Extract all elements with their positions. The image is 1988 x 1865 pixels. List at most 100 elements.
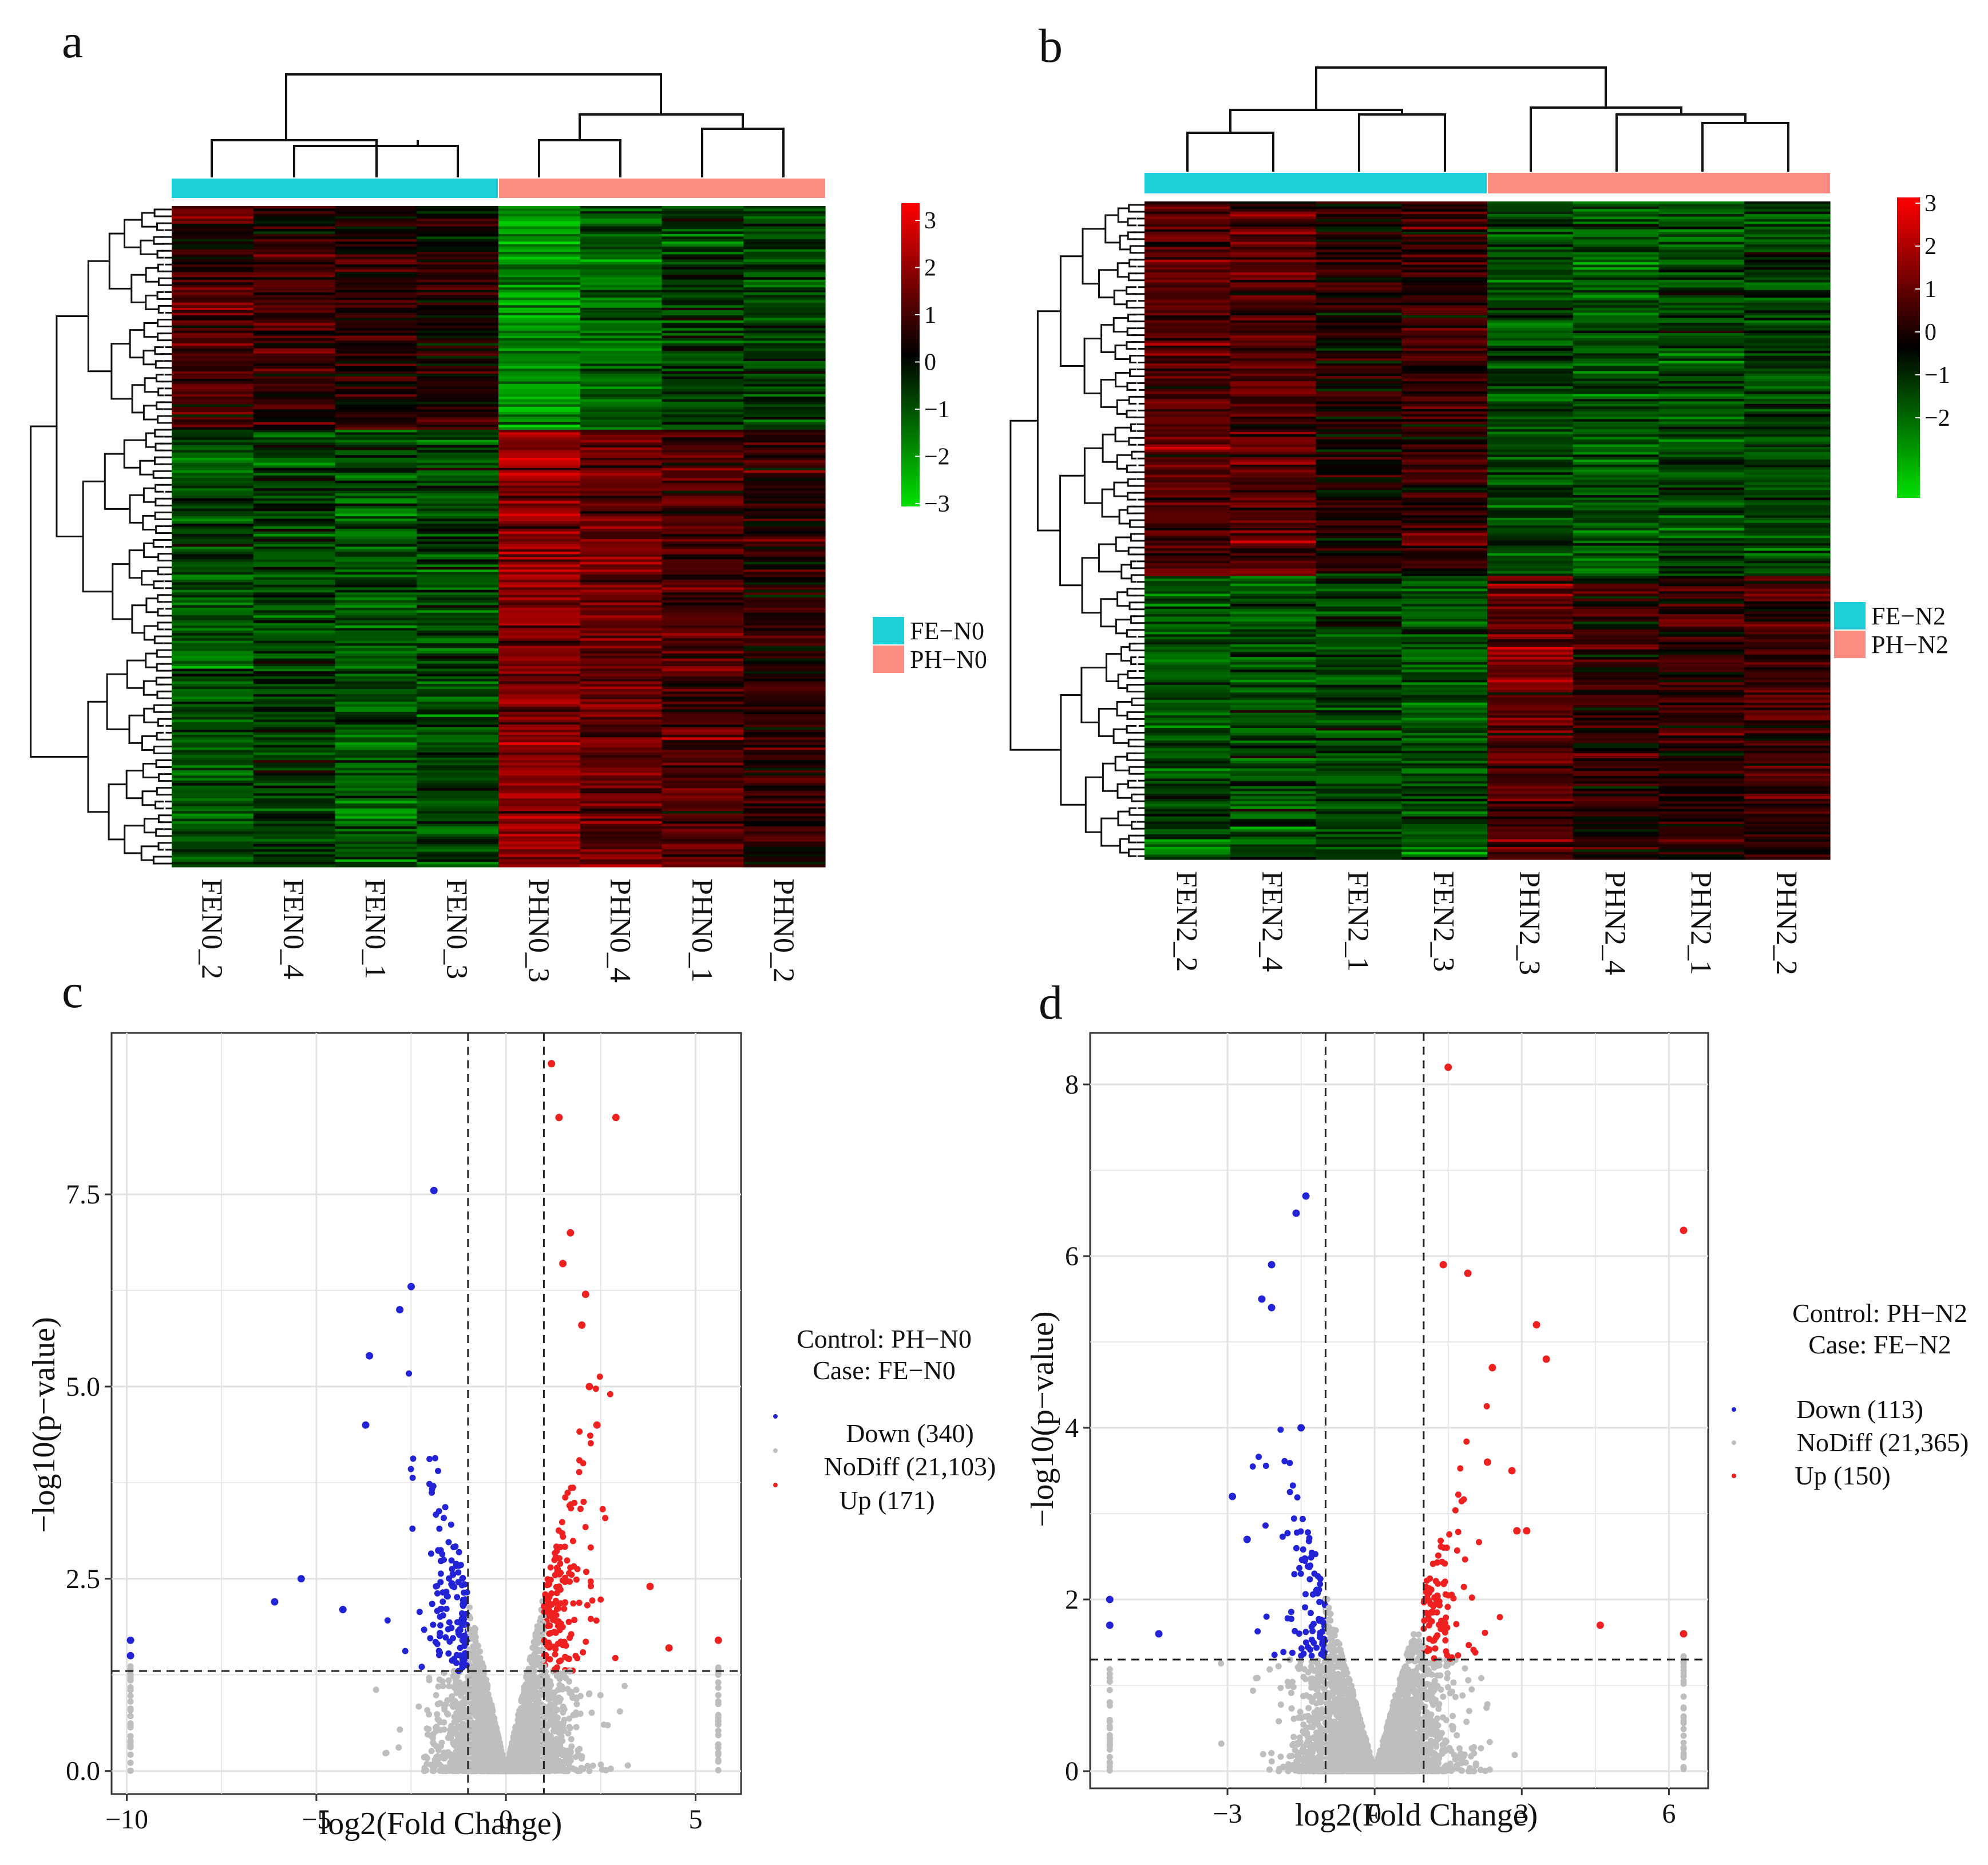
heatmap-cell [498, 821, 581, 825]
heatmap-cell [498, 315, 581, 319]
heatmap-cell [662, 610, 744, 613]
heatmap-cell [662, 356, 744, 359]
heatmap-cell [335, 358, 417, 362]
heatmap-cell [1573, 700, 1660, 703]
point-up [583, 1638, 589, 1645]
heatmap-cell [662, 806, 744, 809]
heatmap-cell [1744, 728, 1831, 731]
heatmap-cell [1230, 270, 1317, 273]
heatmap-cell [1573, 854, 1660, 858]
heatmap-cell [1145, 295, 1231, 298]
heatmap-cell [662, 569, 744, 573]
heatmap-cell [1744, 819, 1831, 822]
heatmap-cell [1487, 485, 1574, 488]
heatmap-cell [1145, 277, 1231, 280]
dendrogram-branch [1126, 752, 1136, 761]
dendrogram-branch [1128, 766, 1136, 775]
dendrogram-branch [157, 567, 164, 576]
heatmap-cell [1744, 844, 1831, 848]
sample-label: PHN2_1 [1684, 871, 1717, 975]
dendrogram-branch [1131, 821, 1136, 830]
heatmap-cell [1658, 573, 1745, 577]
heatmap-cell [1316, 664, 1402, 668]
heatmap-cell [1487, 652, 1574, 655]
heatmap-cell [1744, 697, 1831, 700]
heatmap-cell [417, 730, 499, 733]
heatmap-cell [1573, 307, 1660, 311]
heatmap-cell [1401, 556, 1488, 559]
heatmap-cell [1573, 492, 1660, 496]
heatmap-cell [580, 386, 663, 390]
heatmap-cell [1401, 573, 1488, 577]
heatmap-cell [662, 241, 744, 245]
heatmap-cell [662, 589, 744, 593]
heatmap-cell [1145, 292, 1231, 296]
heatmap-cell [1744, 465, 1831, 468]
heatmap-cell [1316, 454, 1402, 458]
heatmap-cell [253, 483, 336, 486]
heatmap-cell [253, 292, 336, 296]
heatmap-cell [417, 572, 499, 575]
heatmap-cell [335, 788, 417, 791]
heatmap-cell [253, 762, 336, 766]
heatmap-cell [172, 483, 254, 486]
heatmap-cell [1316, 497, 1402, 501]
heatmap-cell [417, 307, 499, 311]
heatmap-cell [1573, 500, 1660, 503]
heatmap-cell [743, 831, 826, 834]
heatmap-cell [1487, 586, 1574, 589]
heatmap-cell [498, 264, 581, 268]
heatmap-cell [662, 857, 744, 860]
heatmap-cell [1145, 667, 1231, 670]
heatmap-cell [417, 630, 499, 633]
heatmap-cell [172, 808, 254, 811]
heatmap-cell [1573, 571, 1660, 574]
heatmap-cell [1230, 561, 1317, 564]
heatmap-cell [253, 518, 336, 522]
heatmap-cell [1487, 561, 1574, 564]
heatmap-cell [1744, 502, 1831, 506]
heatmap-cell [1658, 310, 1745, 314]
heatmap-cell [1230, 809, 1317, 812]
heatmap-cell [1658, 692, 1745, 696]
heatmap-cell [1573, 568, 1660, 572]
heatmap-cell [1316, 596, 1402, 600]
heatmap-cell [1573, 583, 1660, 587]
heatmap-cell [580, 587, 663, 591]
heatmap-cell [1316, 619, 1402, 622]
heatmap-cell [1573, 647, 1660, 650]
heatmap-cell [662, 775, 744, 779]
heatmap-cell [743, 445, 826, 448]
heatmap-cell [1401, 252, 1488, 255]
heatmap-cell [1744, 409, 1831, 412]
heatmap-cell [1658, 794, 1745, 797]
heatmap-cell [1401, 515, 1488, 518]
heatmap-cell [1658, 723, 1745, 726]
heatmap-cell [1230, 556, 1317, 559]
heatmap-cell [1744, 416, 1831, 419]
heatmap-cell [1230, 700, 1317, 703]
heatmap-cell [335, 511, 417, 514]
heatmap-cell [1573, 216, 1660, 220]
dendrogram-branch [145, 597, 158, 613]
heatmap-cell [662, 760, 744, 763]
heatmap-cell [1487, 350, 1574, 354]
heatmap-cell [1658, 234, 1745, 237]
heatmap-cell [417, 249, 499, 252]
heatmap-cell [743, 702, 826, 705]
heatmap-cell [172, 445, 254, 448]
heatmap-cell [1658, 320, 1745, 323]
heatmap-cell [1401, 786, 1488, 789]
heatmap-cell [253, 801, 336, 804]
heatmap-cell [172, 302, 254, 306]
heatmap-cell [1658, 556, 1745, 559]
heatmap-cell [172, 538, 254, 542]
heatmap-cell [417, 264, 499, 268]
heatmap-cell [580, 348, 663, 351]
heatmap-cell [1316, 768, 1402, 771]
sample-label: PHN0_1 [686, 878, 718, 983]
heatmap-cell [335, 739, 417, 743]
heatmap-cell [580, 404, 663, 407]
heatmap-cell [1573, 816, 1660, 819]
heatmap-cell [1573, 391, 1660, 394]
